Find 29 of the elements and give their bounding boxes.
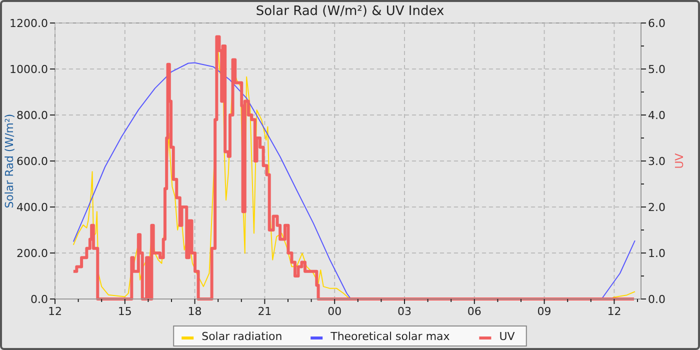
y-tick-label: 600.0	[16, 155, 48, 168]
y2-tick-label: 4.0	[648, 109, 666, 122]
y2-tick-label: 6.0	[648, 17, 666, 30]
y-tick-label: 400.0	[16, 201, 48, 214]
y2-tick-label: 1.0	[648, 247, 666, 260]
x-tick-label: 21	[258, 305, 272, 318]
y-tick-label: 0.0	[30, 293, 48, 306]
x-tick-label: 12	[48, 305, 62, 318]
y-tick-label: 1000.0	[10, 63, 48, 76]
y2-axis-title: UV	[673, 152, 686, 169]
x-tick-label: 00	[328, 305, 342, 318]
y2-tick-label: 5.0	[648, 63, 666, 76]
x-tick-label: 15	[118, 305, 132, 318]
y2-tick-label: 3.0	[648, 155, 666, 168]
y-axis-title: Solar Rad (W/m²)	[3, 114, 16, 208]
legend-label: UV	[499, 330, 516, 343]
x-tick-label: 12	[607, 305, 622, 318]
y-tick-label: 1200.0	[10, 17, 48, 30]
x-tick-label: 18	[188, 305, 202, 318]
x-tick-label: 03	[398, 305, 412, 318]
y2-tick-label: 0.0	[648, 293, 666, 306]
y-tick-label: 200.0	[16, 247, 48, 260]
legend-label: Theoretical solar max	[330, 330, 450, 343]
y2-tick-label: 2.0	[648, 201, 666, 214]
x-tick-label: 06	[467, 305, 482, 318]
y-tick-label: 800.0	[16, 109, 48, 122]
legend-label: Solar radiation	[202, 330, 282, 343]
chart-title: Solar Rad (W/m²) & UV Index	[256, 4, 444, 19]
x-tick-label: 09	[537, 305, 552, 318]
